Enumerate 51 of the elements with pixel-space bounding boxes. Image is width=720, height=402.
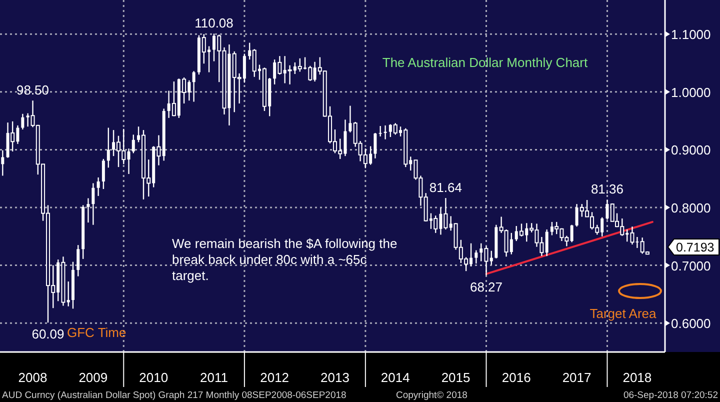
x-tick-label: 2016 <box>502 370 531 385</box>
text: 0.7193 <box>676 240 714 254</box>
candlestick <box>76 244 80 277</box>
candlestick <box>474 250 478 264</box>
candlestick <box>102 158 105 190</box>
y-tick-label: 0.7000 <box>671 258 711 274</box>
y-tick-label: 1.1000 <box>671 27 711 42</box>
y-tick-label: 1.0000 <box>671 84 711 100</box>
x-tick-label: 2012 <box>260 370 290 385</box>
x-tick-label: 2009 <box>78 370 108 385</box>
annotation: 110.08 <box>194 16 234 31</box>
text: AUD Curncy (Australian Dollar Spot) Graph 217 Monthly 08SEP2008-06SEP2018 <box>2 390 346 401</box>
candlestick <box>348 105 352 133</box>
annotation: 60.09 <box>32 326 64 342</box>
annotation: 98.50 <box>16 82 50 98</box>
x-tick-label: 2008 <box>18 370 48 385</box>
x-tick-label: 2018 <box>622 370 652 385</box>
candlestick <box>374 132 377 159</box>
text: Copyright© 2018 <box>396 390 468 401</box>
annotation: GFC Time <box>67 325 126 340</box>
x-tick-label: 2014 <box>380 370 410 385</box>
annotation: 81.36 <box>590 182 624 197</box>
candlestick <box>106 127 110 168</box>
y-tick-label: 0.9000 <box>671 142 711 158</box>
y-tick-label: 0.6000 <box>671 316 711 332</box>
candlestick <box>86 198 90 224</box>
annotation: We remain bearish the $A following the break back under 80c with a ~65c target. <box>172 236 398 283</box>
x-tick-label: 2013 <box>320 370 350 385</box>
y-tick-label: 0.8000 <box>671 200 711 216</box>
candlestick <box>545 228 548 257</box>
candlestick <box>192 70 196 102</box>
x-tick-label: 2010 <box>139 370 168 385</box>
candlestick <box>96 176 100 197</box>
candlestick <box>132 134 135 154</box>
candlestick <box>434 214 438 234</box>
candlestick <box>1 150 4 176</box>
annotation: 81.64 <box>429 180 462 196</box>
text: The Australian Dollar Monthly Chart <box>382 55 588 70</box>
candlestick <box>66 280 70 307</box>
x-tick-label: 2017 <box>562 370 592 385</box>
candlestick <box>21 113 24 130</box>
candlestick <box>570 224 574 243</box>
x-tick-label: 2011 <box>200 370 228 385</box>
text: 06-Sep-2018 07:20:52 <box>623 390 718 401</box>
candlestick <box>480 242 483 262</box>
annotation: 68.27 <box>470 279 503 294</box>
candlestick <box>127 148 130 175</box>
candlestick <box>606 199 609 220</box>
candlestick <box>92 182 95 226</box>
annotation: Target Area <box>590 306 658 321</box>
x-tick-label: 2015 <box>441 370 470 385</box>
